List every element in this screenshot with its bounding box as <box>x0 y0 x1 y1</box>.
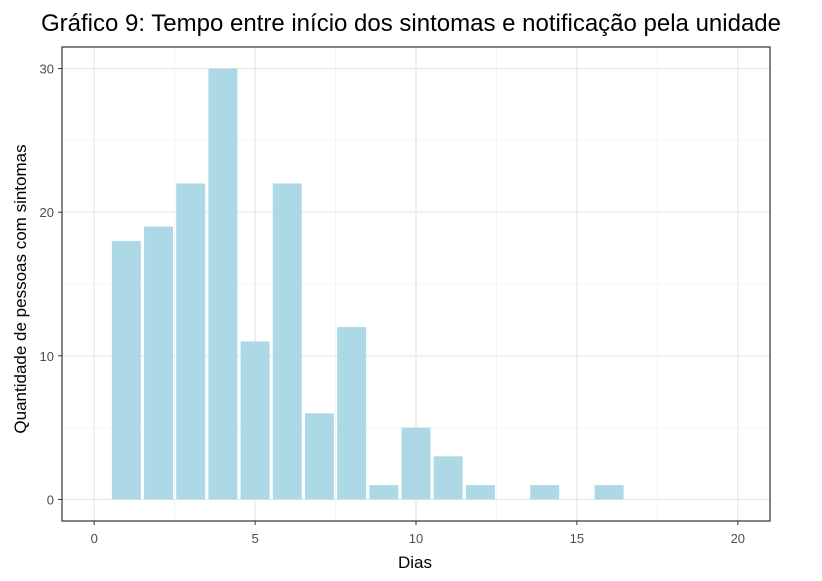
x-tick-label: 10 <box>409 531 423 546</box>
y-tick-label: 20 <box>40 205 54 220</box>
bar-day-1 <box>111 240 141 500</box>
bar-day-12 <box>465 485 495 500</box>
bar-day-16 <box>594 485 624 500</box>
y-axis-title: Quantidade de pessoas com sintomas <box>11 144 30 433</box>
bar-day-8 <box>337 327 367 500</box>
bar-day-2 <box>144 226 174 500</box>
bar-day-9 <box>369 485 399 500</box>
bars <box>111 68 624 500</box>
x-tick-label: 5 <box>251 531 258 546</box>
bar-day-4 <box>208 68 238 500</box>
x-ticks: 0 5 10 15 20 <box>91 521 745 546</box>
y-ticks: 0 10 20 30 <box>40 62 62 507</box>
bar-day-11 <box>433 456 463 500</box>
x-axis-title: Dias <box>398 553 432 572</box>
bar-day-10 <box>401 427 431 500</box>
bar-day-14 <box>530 485 560 500</box>
grid <box>62 47 770 521</box>
x-tick-label: 20 <box>731 531 745 546</box>
y-tick-label: 10 <box>40 349 54 364</box>
bar-day-5 <box>240 341 270 500</box>
x-tick-label: 15 <box>570 531 584 546</box>
chart-title: Gráfico 9: Tempo entre início dos sintom… <box>41 10 781 37</box>
x-tick-label: 0 <box>91 531 98 546</box>
bar-day-6 <box>272 183 302 500</box>
y-tick-label: 30 <box>40 62 54 77</box>
bar-day-7 <box>304 413 334 500</box>
bar-day-3 <box>176 183 206 500</box>
y-tick-label: 0 <box>47 492 54 507</box>
